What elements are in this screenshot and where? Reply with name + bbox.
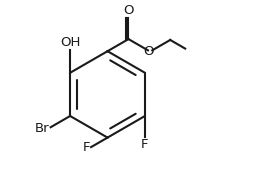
Text: F: F — [141, 138, 149, 151]
Text: O: O — [144, 45, 154, 58]
Text: O: O — [123, 4, 134, 18]
Text: Br: Br — [35, 122, 50, 135]
Text: F: F — [83, 141, 90, 154]
Text: OH: OH — [60, 36, 80, 49]
